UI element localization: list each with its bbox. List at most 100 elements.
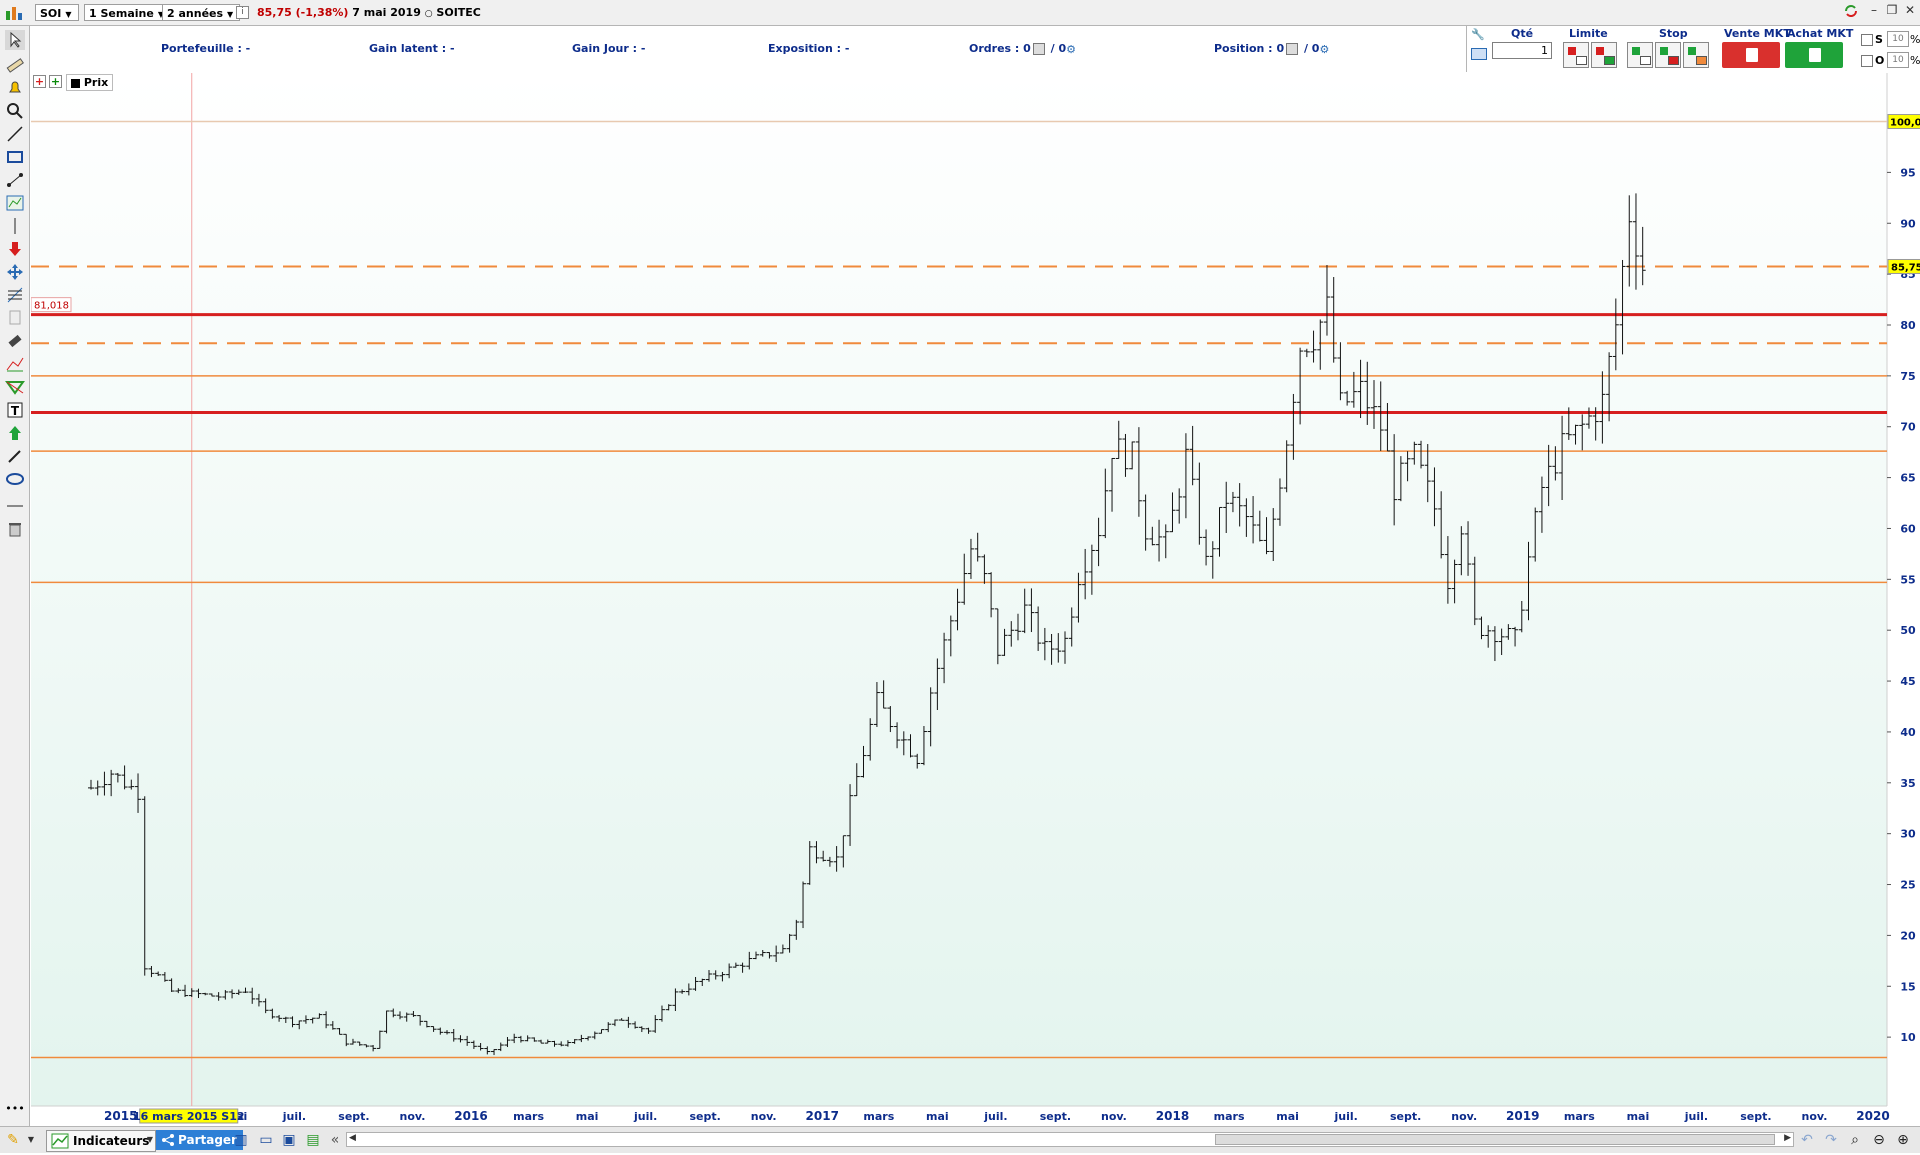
positions-list-icon[interactable] — [1286, 43, 1299, 55]
indicators-button[interactable]: Indicateurs — [46, 1130, 157, 1152]
gear-icon[interactable]: ⚙ — [1319, 42, 1330, 56]
ohlc-bar — [1525, 541, 1532, 621]
vertical-line-icon[interactable] — [5, 216, 25, 236]
close-icon[interactable]: ✕ — [1904, 3, 1916, 17]
horizontal-line-icon[interactable] — [5, 496, 25, 516]
zoom-out-icon[interactable]: ⊖ — [1873, 1132, 1885, 1148]
redo-icon[interactable]: ↷ — [1825, 1132, 1837, 1148]
limit-sell-button[interactable] — [1563, 42, 1589, 68]
svg-text:T: T — [11, 404, 20, 418]
export-icon[interactable]: ▤ — [306, 1132, 320, 1148]
ohlc-bar — [255, 993, 262, 1007]
range-selector[interactable]: 2 années ▼ — [162, 4, 241, 21]
target-checkbox[interactable] — [1861, 55, 1873, 67]
stop-limit-button[interactable] — [1683, 42, 1709, 68]
y-tick-label: 35 — [1900, 777, 1915, 790]
scroll-start-icon[interactable]: « — [330, 1132, 340, 1148]
limit-buy-button[interactable] — [1591, 42, 1617, 68]
zoom-in-icon[interactable]: ⊕ — [1897, 1132, 1909, 1148]
channel-icon[interactable] — [5, 354, 25, 374]
ohlc-bar — [195, 988, 202, 999]
pencil-icon[interactable]: ✎ — [7, 1132, 19, 1148]
ohlc-bar — [1639, 226, 1646, 286]
ohlc-bar — [1491, 626, 1498, 662]
stop-loss-pct-input[interactable]: 10 — [1887, 31, 1909, 47]
time-scrollbar[interactable]: ◀ ▶ — [346, 1132, 1794, 1147]
quantity-input[interactable]: 1 — [1492, 42, 1552, 59]
ohlc-bar — [1599, 371, 1606, 444]
ohlc-bar — [1377, 381, 1384, 451]
stop-sell-button[interactable] — [1627, 42, 1653, 68]
y-tick-label: 65 — [1900, 472, 1915, 485]
triangle-icon[interactable] — [5, 377, 25, 397]
target-pct-input[interactable]: 10 — [1887, 52, 1909, 68]
x-tick-label: 2019 — [1506, 1109, 1539, 1123]
chat-icon[interactable]: ▭ — [259, 1132, 273, 1148]
share-button[interactable]: Partager — [156, 1130, 243, 1150]
zoom-icon[interactable] — [5, 101, 25, 121]
rectangle-icon[interactable] — [5, 147, 25, 167]
trash-icon[interactable] — [5, 519, 25, 539]
ohlc-bar — [800, 881, 807, 929]
ohlc-bar — [309, 1017, 316, 1024]
gear-icon[interactable]: ⚙ — [1066, 42, 1077, 56]
ohlc-bar — [558, 1041, 565, 1047]
more-icon[interactable]: ••• — [5, 1102, 25, 1115]
restore-icon[interactable]: ❐ — [1886, 3, 1898, 17]
arrow-up-icon[interactable] — [5, 423, 25, 443]
ohlc-bar — [390, 1008, 397, 1018]
screenshot-icon[interactable]: ▣ — [282, 1132, 296, 1148]
fibonacci-icon[interactable] — [5, 285, 25, 305]
ohlc-bar — [148, 966, 155, 978]
scrollbar-thumb[interactable] — [1215, 1134, 1775, 1145]
add-indicator-icon[interactable]: + — [49, 75, 62, 88]
sell-market-button[interactable] — [1722, 42, 1780, 68]
period-selector[interactable]: 1 Semaine ▼ — [84, 4, 171, 21]
ohlc-bar — [1438, 491, 1445, 559]
ellipse-icon[interactable] — [5, 469, 25, 489]
refresh-icon[interactable] — [1843, 3, 1859, 21]
keyboard-icon[interactable] — [1471, 48, 1487, 60]
ohlc-bar — [1014, 613, 1021, 641]
undo-icon[interactable]: ↶ — [1801, 1132, 1813, 1148]
segment-icon[interactable] — [5, 170, 25, 190]
zoom-reset-icon[interactable]: ⌕ — [1851, 1132, 1859, 1148]
copy-icon[interactable] — [5, 308, 25, 328]
book-icon[interactable]: ▥ — [234, 1132, 248, 1148]
x-tick-label: mars — [1564, 1110, 1595, 1123]
symbol-selector[interactable]: SOI ▼ — [35, 4, 79, 21]
brush-icon[interactable] — [5, 446, 25, 466]
ohlc-bar — [920, 726, 927, 766]
move-icon[interactable] — [5, 262, 25, 282]
orders-list-icon[interactable] — [1032, 43, 1045, 55]
ohlc-bar — [531, 1037, 538, 1042]
ohlc-bar — [1471, 556, 1478, 626]
stop-loss-checkbox[interactable] — [1861, 34, 1873, 46]
ohlc-bar — [1565, 407, 1572, 440]
text-icon[interactable]: T — [5, 400, 25, 420]
remove-series-icon[interactable]: + — [33, 75, 46, 88]
ohlc-bar — [1048, 633, 1055, 665]
buy-market-button[interactable] — [1785, 42, 1843, 68]
eraser-icon[interactable] — [5, 331, 25, 351]
ohlc-bar — [611, 1019, 618, 1027]
alarm-icon[interactable] — [5, 78, 25, 98]
ohlc-bar — [182, 984, 189, 997]
chevron-down-icon[interactable]: ▼ — [27, 1135, 35, 1144]
trendline-icon[interactable] — [5, 124, 25, 144]
ohlc-bar — [652, 1015, 659, 1033]
arrow-down-icon[interactable] — [5, 239, 25, 259]
chevron-down-icon[interactable]: ▼ — [146, 1135, 154, 1144]
cursor-icon[interactable] — [5, 30, 25, 50]
minimize-icon[interactable]: – — [1871, 3, 1877, 17]
wrench-icon[interactable]: 🔧 — [1471, 28, 1485, 41]
ohlc-bar — [1149, 526, 1156, 546]
stop-buy-button[interactable] — [1655, 42, 1681, 68]
info-icon[interactable]: i — [236, 6, 249, 19]
scroll-right-icon[interactable]: ▶ — [1784, 1133, 1791, 1143]
series-legend-item[interactable]: Prix — [66, 74, 114, 91]
scroll-left-icon[interactable]: ◀ — [349, 1133, 356, 1143]
chart-pattern-icon[interactable] — [5, 193, 25, 213]
ruler-icon[interactable] — [5, 55, 25, 75]
